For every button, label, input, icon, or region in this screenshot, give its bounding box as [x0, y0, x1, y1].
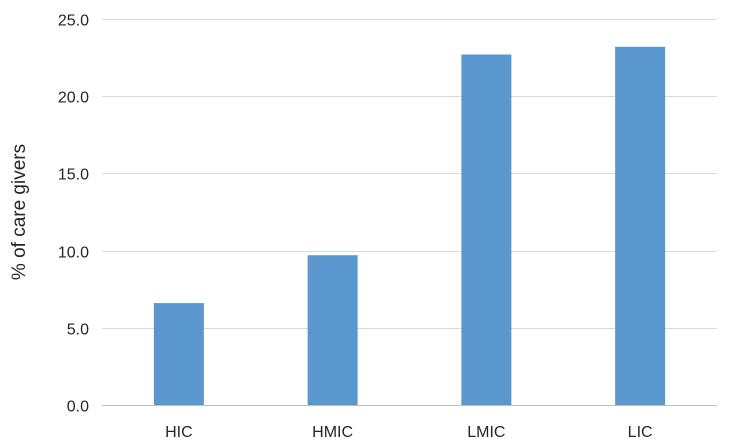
x-tick-label: LIC: [628, 424, 653, 438]
y-tick-label: 10.0: [58, 245, 89, 262]
y-tick-label: 5.0: [67, 322, 89, 339]
y-tick-label: 20.0: [58, 90, 89, 107]
x-axis-ticks: HIC HMIC LMIC LIC: [165, 424, 652, 438]
gridlines: [102, 19, 717, 406]
x-tick-label: LMIC: [467, 424, 505, 438]
y-tick-label: 15.0: [58, 167, 89, 184]
bar-hmic: [307, 255, 358, 405]
bar-hic: [153, 303, 204, 405]
x-tick-label: HMIC: [312, 424, 353, 438]
bar-lmic: [461, 54, 512, 406]
y-axis-title: % of care givers: [9, 144, 30, 280]
y-tick-label: 25.0: [58, 13, 89, 30]
bars: [153, 46, 666, 406]
y-axis-ticks: 0.0 5.0 10.0 15.0 20.0 25.0: [58, 13, 89, 416]
y-tick-label: 0.0: [67, 399, 89, 416]
bar-lic: [615, 46, 666, 406]
x-tick-label: HIC: [165, 424, 193, 438]
